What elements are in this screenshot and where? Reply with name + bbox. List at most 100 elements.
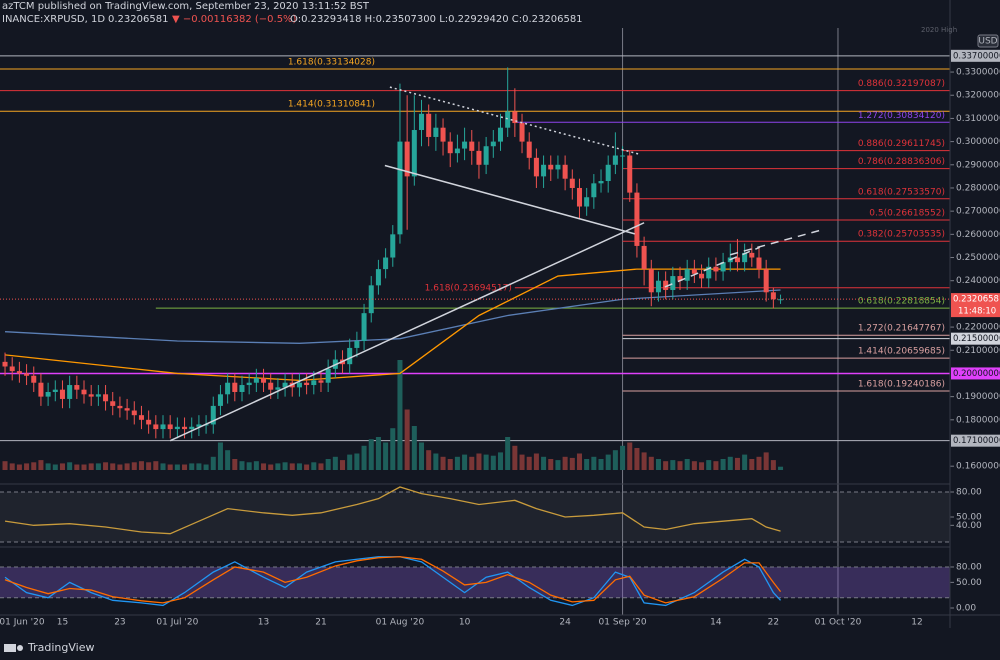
candle-body: [375, 269, 381, 286]
candle-body: [304, 382, 310, 386]
ma50-line: [4, 268, 781, 382]
candle-body: [691, 269, 697, 274]
candle-body: [9, 366, 15, 372]
volume-bar: [555, 460, 561, 470]
volume-bar: [153, 461, 159, 470]
volume-bar: [605, 454, 611, 470]
candle-body: [699, 273, 705, 279]
x-tick-label: 14: [710, 618, 722, 628]
volume-bar: [548, 459, 554, 470]
volume-bar: [433, 453, 439, 470]
candle-body: [31, 375, 37, 383]
candle-body: [555, 164, 561, 170]
y-tick-label: 40.00: [956, 521, 982, 531]
fib-label: 0.618(0.22818854): [858, 297, 945, 307]
volume-bar: [117, 464, 123, 470]
y-tick-label: 0.21000000: [956, 346, 1000, 356]
symbol: INANCE:XRPUSD, 1D: [2, 14, 105, 25]
volume-bar: [778, 466, 784, 470]
candle-body: [189, 426, 195, 430]
volume-bar: [569, 457, 575, 470]
volume-bar: [131, 462, 137, 470]
volume-bar: [699, 462, 705, 470]
y-tick-label: 0.25000000: [956, 253, 1000, 263]
candle-body: [383, 257, 389, 270]
candle-body: [490, 141, 496, 147]
volume-bar: [253, 461, 259, 470]
volume-bar: [584, 459, 590, 470]
volume-bar: [454, 456, 460, 470]
volume-bar: [146, 462, 152, 470]
price-line-label: 0.17100000: [953, 436, 1000, 446]
candle-body: [103, 394, 109, 402]
volume-bar: [110, 463, 116, 470]
volume-bar: [189, 463, 195, 470]
candle-body: [569, 178, 575, 188]
volume-bar: [210, 456, 216, 470]
candle-body: [110, 401, 116, 406]
candle-body: [713, 266, 719, 272]
candle-body: [584, 197, 590, 207]
price-line-box: [951, 434, 1000, 447]
candle-body: [605, 164, 611, 182]
candle-body: [541, 164, 547, 177]
volume-bar: [103, 462, 109, 470]
candle-body: [778, 299, 784, 301]
candle-body: [418, 113, 425, 131]
volume-bar: [31, 462, 37, 470]
volume-bar: [526, 456, 532, 470]
volume-bar: [462, 454, 468, 470]
x-tick-label: 01 Jul '20: [156, 618, 198, 628]
candle-body: [182, 426, 188, 430]
publisher: azTCM published on TradingView.com, Sept…: [2, 1, 370, 12]
candle-body: [196, 424, 202, 427]
change: ▼ −0.00116382 (−0.5%): [172, 14, 297, 25]
volume-bar: [742, 454, 748, 470]
volume-bar: [261, 463, 267, 470]
volume-bar: [67, 462, 73, 470]
fib-label: 0.786(0.28836306): [858, 157, 945, 167]
candle-body: [138, 415, 144, 420]
stoch-k-line: [4, 556, 782, 607]
volume-bar: [390, 428, 396, 470]
volume-bar: [38, 460, 44, 470]
volume-bar: [375, 437, 381, 470]
candle-body: [447, 141, 453, 154]
y-tick-label: 0.24000000: [956, 276, 1000, 286]
x-tick-label: 10: [459, 618, 471, 628]
currency[interactable]: USD: [978, 37, 997, 47]
currency-box[interactable]: [977, 34, 999, 48]
candle-body: [146, 419, 152, 425]
x-tick-label: 21: [315, 618, 326, 628]
candle-body: [261, 378, 267, 383]
candle-body: [296, 382, 302, 388]
candle-body: [217, 394, 223, 406]
volume-bar: [318, 463, 324, 470]
candle-body: [52, 389, 58, 392]
volume-bar: [182, 464, 188, 470]
candle-body: [505, 111, 511, 128]
candle-body: [462, 141, 468, 149]
fib-label: 1.618(0.23694517): [425, 283, 512, 293]
candle-body: [497, 127, 504, 142]
y-tick-label: 0.28000000: [956, 183, 1000, 193]
y-tick-label: 0.32000000: [956, 91, 1000, 101]
candle-body: [361, 313, 367, 341]
volume-bar: [282, 462, 288, 470]
price-line-label: 0.33700000: [953, 51, 1000, 61]
x-tick-label: 24: [559, 618, 571, 628]
candle-body: [742, 252, 748, 263]
volume-bar: [720, 459, 726, 470]
candle-body: [311, 380, 317, 386]
candle-body: [210, 405, 216, 425]
candle-body: [655, 280, 661, 293]
x-tick-label: 15: [57, 618, 68, 628]
volume-bar: [232, 459, 238, 470]
x-tick-label: 01 Oct '20: [815, 618, 862, 628]
volume-bar: [476, 453, 482, 470]
candle-body: [677, 276, 683, 281]
y-tick-label: 0.18000000: [956, 415, 1000, 425]
y-tick-label: 0.16000000: [956, 462, 1000, 472]
volume-bar: [763, 452, 769, 470]
volume-bar: [174, 464, 180, 470]
